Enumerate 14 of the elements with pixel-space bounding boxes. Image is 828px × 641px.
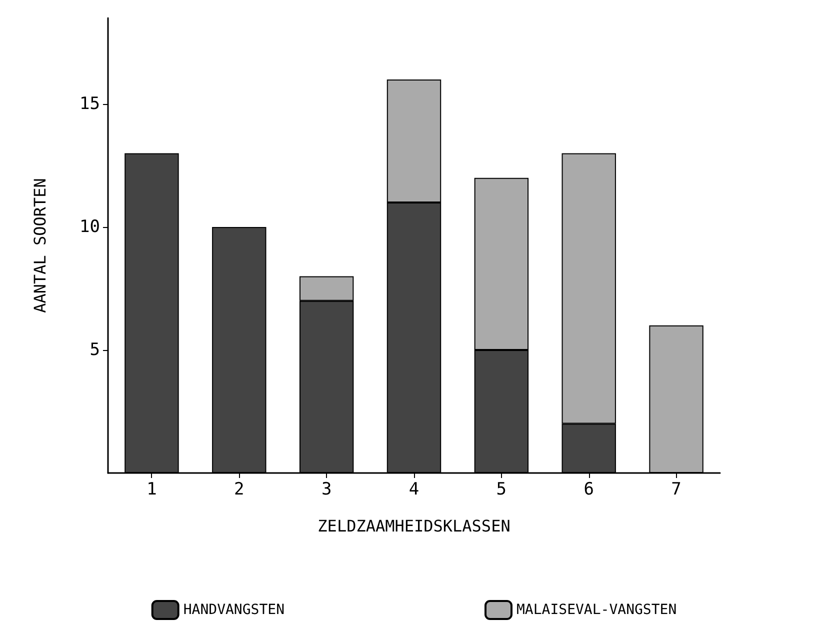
x-axis-title: ZELDZAAMHEIDSKLASSEN — [318, 516, 510, 536]
x-tick-label: 4 — [408, 480, 420, 500]
x-tick-label: 2 — [234, 480, 244, 500]
x-tick-label: 1 — [146, 480, 157, 500]
x-tick-label: 3 — [321, 480, 332, 500]
legend-label: HANDVANGSTEN — [183, 602, 285, 618]
y-tick-label: 10 — [80, 217, 100, 238]
y-axis-title: AANTAL SOORTEN — [30, 178, 50, 313]
x-tick-label: 6 — [584, 480, 594, 500]
x-tick-label: 7 — [671, 480, 682, 500]
y-tick-label: 15 — [80, 94, 100, 114]
x-tick-label: 5 — [496, 480, 507, 500]
legend-label: MALAISEVAL-VANGSTEN — [516, 602, 677, 618]
y-tick-label: 5 — [90, 340, 100, 360]
